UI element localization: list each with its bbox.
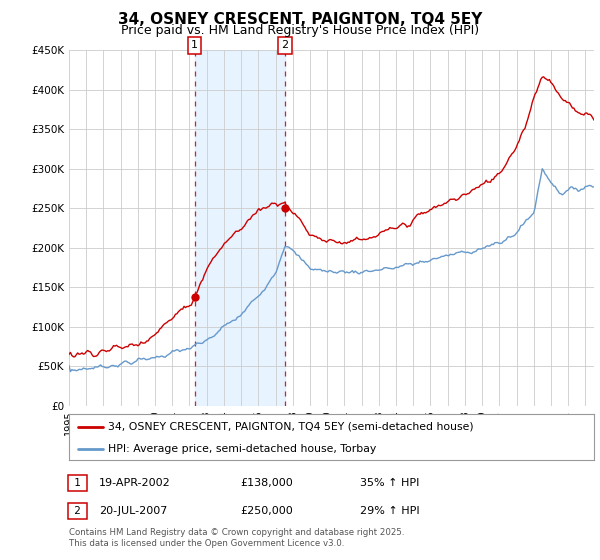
Bar (194, 50, 285, 406)
Text: 2: 2 (71, 506, 84, 516)
Text: 34, OSNEY CRESCENT, PAIGNTON, TQ4 5EY (semi-detached house): 34, OSNEY CRESCENT, PAIGNTON, TQ4 5EY (s… (109, 422, 474, 432)
Text: £138,000: £138,000 (240, 478, 293, 488)
Text: 1: 1 (71, 478, 84, 488)
Text: 34, OSNEY CRESCENT, PAIGNTON, TQ4 5EY: 34, OSNEY CRESCENT, PAIGNTON, TQ4 5EY (118, 12, 482, 27)
Text: Contains HM Land Registry data © Crown copyright and database right 2025.
This d: Contains HM Land Registry data © Crown c… (69, 528, 404, 548)
Text: 1: 1 (191, 40, 198, 50)
Text: £250,000: £250,000 (240, 506, 293, 516)
Text: 2: 2 (281, 40, 289, 50)
Text: 20-JUL-2007: 20-JUL-2007 (99, 506, 167, 516)
Text: 29% ↑ HPI: 29% ↑ HPI (360, 506, 419, 516)
Text: 35% ↑ HPI: 35% ↑ HPI (360, 478, 419, 488)
Text: Price paid vs. HM Land Registry's House Price Index (HPI): Price paid vs. HM Land Registry's House … (121, 24, 479, 36)
Text: 19-APR-2002: 19-APR-2002 (99, 478, 171, 488)
Text: HPI: Average price, semi-detached house, Torbay: HPI: Average price, semi-detached house,… (109, 444, 377, 454)
